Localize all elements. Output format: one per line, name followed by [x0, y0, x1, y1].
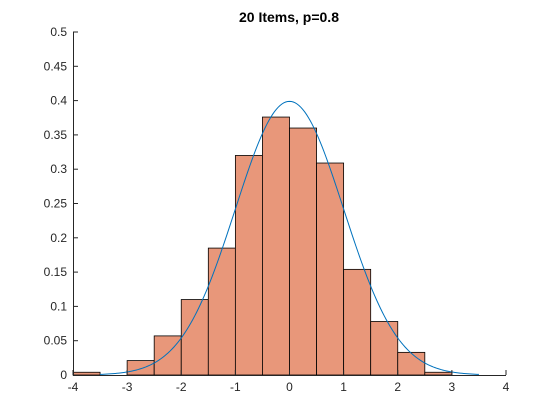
x-tick-label: -3: [122, 380, 133, 394]
y-tick-label: 0.15: [44, 265, 68, 279]
y-tick-label: 0.2: [50, 231, 67, 245]
y-tick-label: 0.5: [50, 25, 67, 39]
histogram-bar-6: [234, 155, 263, 376]
x-tick-label: -4: [68, 380, 79, 394]
x-tick-label: 0: [286, 380, 293, 394]
histogram-bar-12: [397, 351, 426, 376]
y-tick-label: 0: [60, 368, 67, 382]
y-tick-label: 0.4: [50, 94, 67, 108]
histogram-bar-3: [153, 335, 182, 376]
histogram-bar-9: [316, 162, 345, 376]
y-tick-label: 0.45: [44, 59, 68, 73]
normal-curve-line: [100, 100, 479, 375]
chart-title: 20 Items, p=0.8: [239, 9, 339, 25]
x-tick-label: 2: [394, 380, 401, 394]
histogram-bar-10: [343, 268, 372, 376]
histogram-bar-2: [126, 360, 155, 376]
histogram-bars: [72, 116, 453, 376]
histogram-bar-11: [370, 321, 399, 376]
histogram-bar-8: [289, 127, 317, 376]
histogram-bar-7: [262, 116, 290, 376]
histogram-bar-4: [180, 299, 209, 376]
y-tick-label: 0.35: [44, 128, 68, 142]
histogram-bar-13: [424, 371, 453, 376]
y-tick-label: 0.25: [44, 197, 68, 211]
y-tick-label: 0.1: [50, 299, 67, 313]
plot-area: -4 -3 -2 -1 0 1 2 3 400.050.10.150.20.250.30.350…: [44, 25, 510, 394]
y-tick-label: 0.3: [50, 162, 67, 176]
x-tick-label: 4: [503, 380, 510, 394]
x-tick-group: -4 -3 -2 -1 0 1 2 3 4: [68, 370, 510, 394]
y-tick-group: 0 0.05 0.1 0.15 0.2 0.25 0.3 0.35 0.4 0.45 0.5: [44, 25, 78, 382]
y-tick-label: 0.05: [44, 334, 68, 348]
x-tick-label: 1: [340, 380, 347, 394]
x-tick-label: -2: [176, 380, 187, 394]
histogram-bar-5: [207, 247, 236, 376]
x-tick-label: -1: [230, 380, 241, 394]
x-tick-label: 3: [449, 380, 456, 394]
